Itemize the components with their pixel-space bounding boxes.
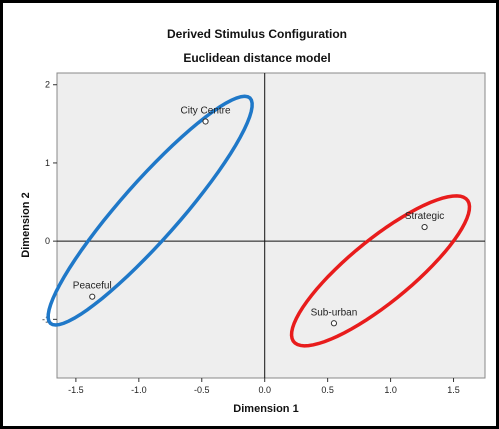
x-axis-ticks: -1.5 -1.0 -0.5 0.0 0.5 1.0 1.5 bbox=[68, 378, 460, 395]
x-tick-label: -1.5 bbox=[68, 385, 84, 395]
cluster-ellipse bbox=[46, 94, 254, 327]
reference-lines bbox=[57, 73, 485, 378]
x-tick-label: 1.5 bbox=[447, 385, 460, 395]
y-axis-ticks: -1 0 1 2 bbox=[42, 80, 57, 324]
y-tick-label: 1 bbox=[45, 158, 50, 168]
x-tick-label: -1.0 bbox=[131, 385, 147, 395]
data-point-marker bbox=[89, 293, 96, 300]
cluster-ellipses bbox=[46, 94, 472, 348]
x-tick-label: -0.5 bbox=[194, 385, 210, 395]
data-point-marker bbox=[202, 118, 209, 125]
y-tick-label: 0 bbox=[45, 236, 50, 246]
data-point-label: Sub-urban bbox=[311, 307, 358, 318]
data-point-label: City Centre bbox=[181, 105, 231, 116]
data-point-label: Peaceful bbox=[73, 281, 112, 292]
chart-subtitle: Euclidean distance model bbox=[183, 51, 330, 65]
chart-title: Derived Stimulus Configuration bbox=[167, 27, 347, 41]
x-tick-label: 0.5 bbox=[321, 385, 334, 395]
cluster-ellipse bbox=[289, 194, 472, 348]
plot-area bbox=[56, 72, 486, 379]
x-tick-label: 1.0 bbox=[384, 385, 397, 395]
y-axis-title: Dimension 2 bbox=[20, 192, 32, 257]
x-axis-title: Dimension 1 bbox=[233, 403, 298, 415]
data-point-marker bbox=[330, 320, 338, 327]
y-tick-label: -1 bbox=[42, 314, 50, 324]
y-tick-label: 2 bbox=[45, 80, 50, 90]
x-tick-label: 0.0 bbox=[258, 385, 271, 395]
data-point-marker bbox=[421, 223, 428, 231]
data-points: City Centre Peaceful Strategic Sub-urban bbox=[73, 105, 444, 327]
data-point-label: Strategic bbox=[405, 211, 444, 222]
